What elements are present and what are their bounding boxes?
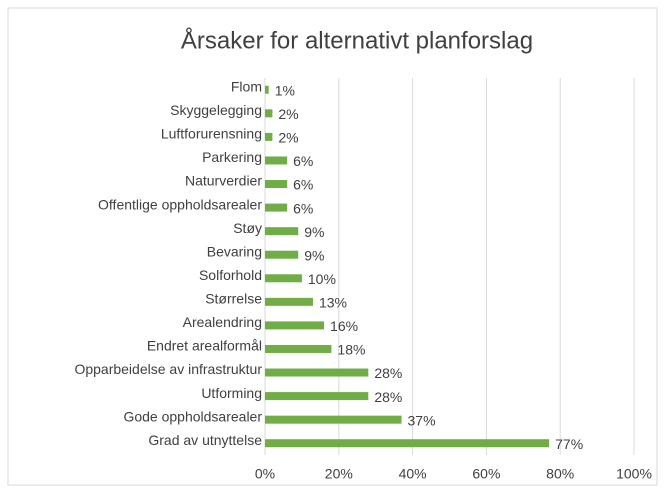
x-tick-label: 80% [546, 466, 574, 482]
bar [265, 109, 273, 118]
data-label: 1% [275, 82, 295, 98]
data-label: 28% [374, 365, 402, 381]
bar [265, 250, 299, 259]
chart-border [7, 7, 658, 486]
data-label: 6% [293, 177, 313, 193]
y-tick-label: Opparbeidelse av infrastruktur [74, 361, 262, 377]
y-tick-label: Luftforurensning [161, 126, 262, 142]
data-label: 2% [278, 106, 298, 122]
y-tick-label: Størrelse [205, 291, 262, 307]
y-tick-label: Endret arealformål [147, 338, 262, 354]
y-tick-label: Flom [231, 78, 262, 94]
chart-title: Årsaker for alternativt planforslag [181, 26, 533, 54]
y-tick-label: Arealendring [183, 314, 262, 330]
bar [265, 85, 269, 94]
data-label: 10% [308, 271, 336, 287]
y-tick-label: Naturverdier [185, 173, 262, 189]
x-tick-label: 20% [325, 466, 353, 482]
x-tick-label: 40% [399, 466, 427, 482]
y-tick-label: Gode oppholdsarealer [123, 408, 262, 424]
y-tick-label: Grad av utnyttelse [148, 432, 262, 448]
y-tick-label: Solforhold [199, 267, 262, 283]
y-tick-label: Offentlige oppholdsarealer [98, 196, 262, 212]
bar [265, 132, 273, 141]
bar [265, 274, 302, 283]
data-label: 9% [304, 224, 324, 240]
y-tick-label: Parkering [202, 149, 262, 165]
data-label: 2% [278, 130, 298, 146]
data-label: 37% [408, 412, 436, 428]
data-label: 77% [555, 436, 583, 452]
bar [265, 227, 299, 236]
data-label: 28% [374, 389, 402, 405]
bar [265, 415, 402, 424]
bar [265, 203, 288, 212]
x-tick-label: 60% [472, 466, 500, 482]
bar [265, 439, 550, 448]
bar [265, 344, 332, 353]
data-label: 9% [304, 247, 324, 263]
data-label: 18% [337, 342, 365, 358]
bar [265, 180, 288, 189]
y-tick-label: Bevaring [207, 243, 262, 259]
bar [265, 321, 325, 330]
bar [265, 156, 288, 165]
bar [265, 297, 313, 306]
y-tick-label: Støy [233, 220, 262, 236]
data-label: 6% [293, 200, 313, 216]
bar [265, 368, 369, 377]
bar [265, 392, 369, 401]
y-tick-label: Skyggelegging [170, 102, 262, 118]
data-label: 16% [330, 318, 358, 334]
y-tick-label: Utforming [201, 385, 262, 401]
x-tick-label: 0% [255, 466, 275, 482]
data-label: 6% [293, 153, 313, 169]
data-label: 13% [319, 295, 347, 311]
x-tick-label: 100% [616, 466, 652, 482]
